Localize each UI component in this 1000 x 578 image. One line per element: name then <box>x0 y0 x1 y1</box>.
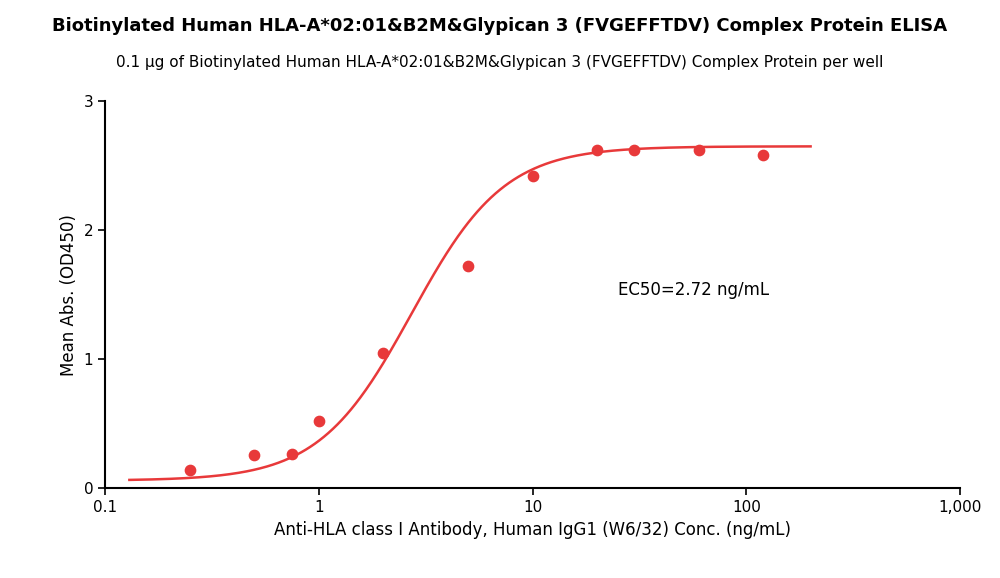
Point <box>589 146 605 155</box>
Text: EC50=2.72 ng/mL: EC50=2.72 ng/mL <box>618 281 769 299</box>
Text: 0.1 μg of Biotinylated Human HLA-A*02:01&B2M&Glypican 3 (FVGEFFTDV) Complex Prot: 0.1 μg of Biotinylated Human HLA-A*02:01… <box>116 55 884 70</box>
Text: Biotinylated Human HLA-A*02:01&B2M&Glypican 3 (FVGEFFTDV) Complex Protein ELISA: Biotinylated Human HLA-A*02:01&B2M&Glypi… <box>52 17 948 35</box>
Point <box>460 262 476 271</box>
Point <box>691 146 707 155</box>
Point <box>375 348 391 357</box>
Point <box>182 466 198 475</box>
Point <box>246 450 262 460</box>
Point <box>524 172 540 181</box>
Point <box>311 417 327 426</box>
X-axis label: Anti-HLA class I Antibody, Human IgG1 (W6/32) Conc. (ng/mL): Anti-HLA class I Antibody, Human IgG1 (W… <box>274 521 791 539</box>
Point <box>284 449 300 458</box>
Y-axis label: Mean Abs. (OD450): Mean Abs. (OD450) <box>60 214 78 376</box>
Point <box>755 151 771 160</box>
Point <box>626 146 642 155</box>
